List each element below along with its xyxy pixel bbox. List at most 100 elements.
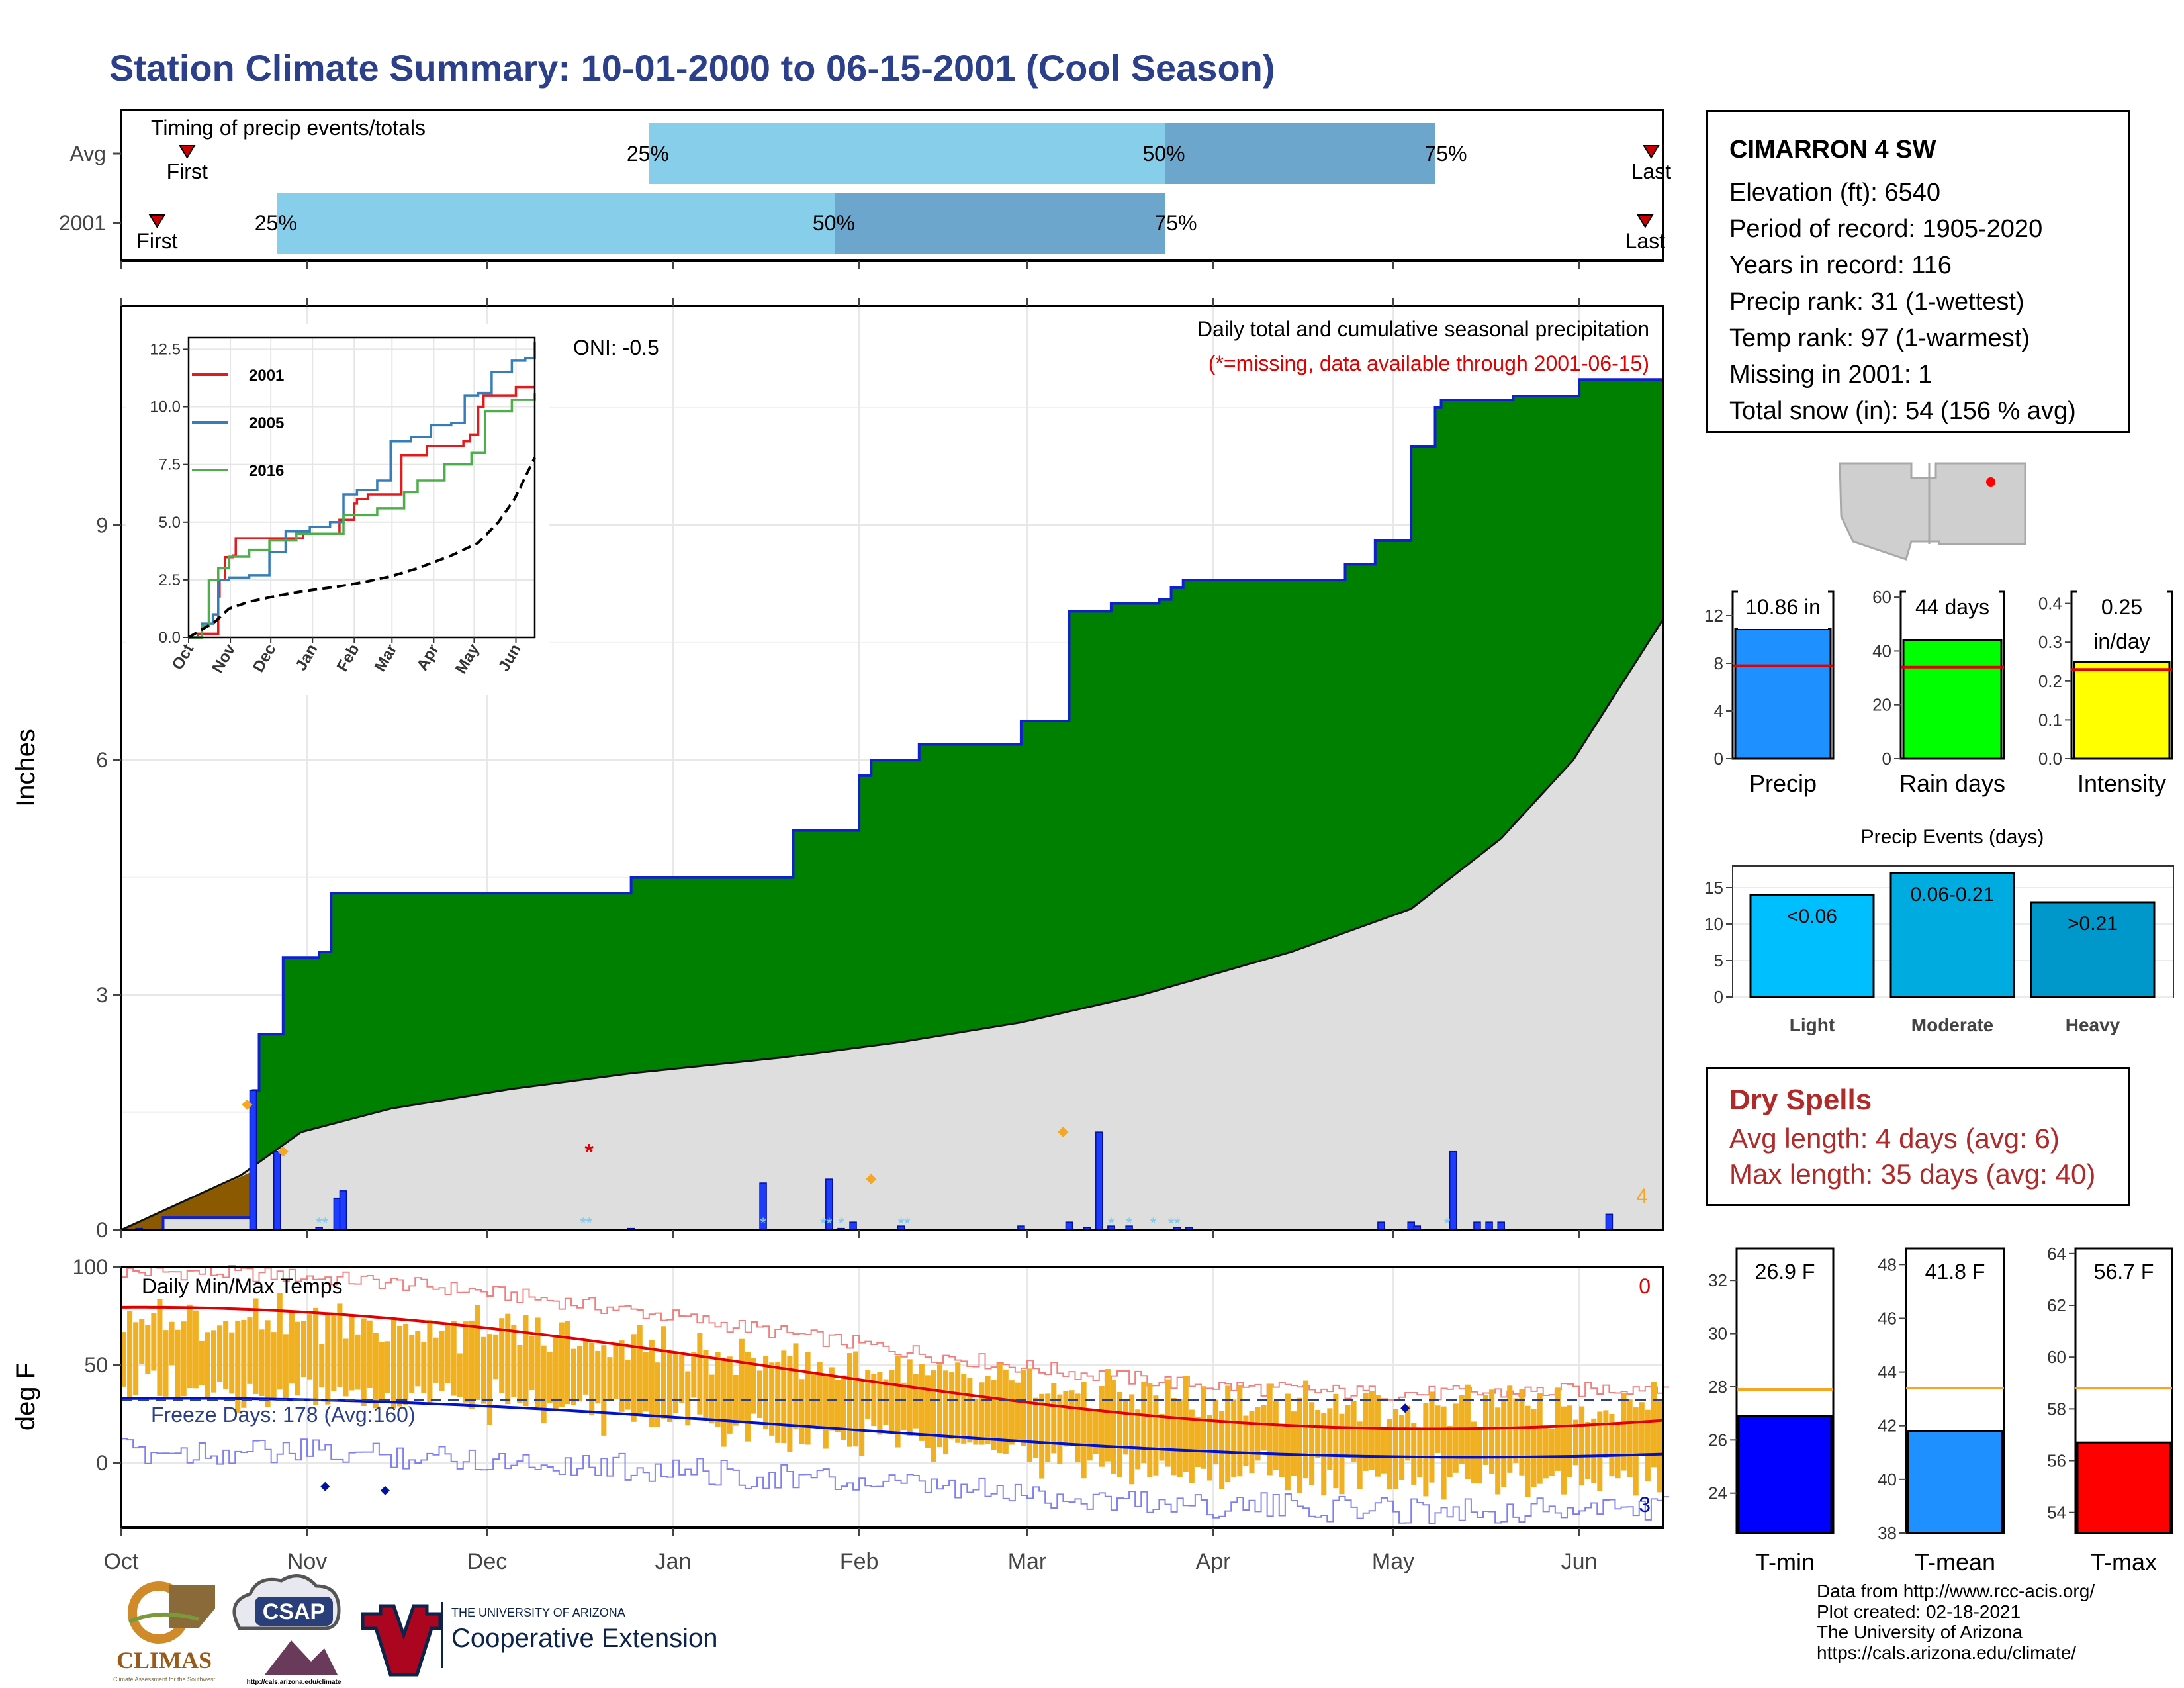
timing-row-label: 2001 [59,211,106,235]
daily-temp-bar [487,1334,493,1425]
snow-marker: * [898,1215,904,1233]
timing-bar-q50-q75 [1165,123,1435,184]
summary-y-tick-label: 12 [1704,606,1723,626]
daily-temp-bar [691,1352,697,1398]
summary-value-label: 10.86 in [1745,595,1821,619]
daily-precip-bar [273,1150,281,1231]
daily-temp-bar [331,1312,337,1391]
daily-temp-bar [1237,1385,1243,1477]
timing-q75-label: 75% [1424,142,1467,165]
temp-summary-y-tick-label: 48 [1878,1254,1897,1274]
temp-summary-y-tick-label: 62 [2047,1295,2066,1315]
daily-temp-bar [889,1370,895,1432]
summary-bar-label: Precip [1749,770,1817,797]
daily-temp-bar [1105,1369,1111,1462]
dry-spells-max: Max length: 35 days (avg: 40) [1729,1158,2096,1190]
csap-logo-text: CSAP [263,1599,325,1624]
daily-temp-bar [793,1343,799,1429]
daily-temp-bar [901,1382,907,1430]
daily-temp-bar [1501,1399,1507,1487]
summary-label-bg [2077,589,2167,653]
daily-temp-bar [1345,1405,1351,1458]
summary-bars: 10.86 in Precip 0 4 8 12 44 days Rain days 0 20 40… [1704,587,2173,797]
daily-temp-bar [1555,1387,1561,1471]
daily-temp-bar [961,1374,967,1444]
daily-temp-bar [1219,1410,1225,1489]
temp-summary-y-tick-label: 32 [1708,1270,1727,1290]
daily-temp-bar [187,1304,193,1389]
daily-temp-bar [829,1367,835,1431]
record-low-line [121,1438,1670,1524]
temp-summary-y-tick-label: 56 [2047,1451,2066,1471]
timing-q50-label: 50% [1143,142,1185,165]
snow-marker: * [838,1215,844,1233]
inset-y-tick-label: 10.0 [150,399,181,416]
daily-temp-bar [1579,1406,1585,1486]
daily-temp-bar [553,1335,559,1410]
inset-y-tick-label: 5.0 [159,514,181,532]
daily-temp-bar [205,1332,210,1399]
missing-marker: * [585,1140,594,1165]
timing-panel: Timing of precip events/totals 25% 50% 75% F… [59,109,1671,269]
daily-temp-bar [1033,1397,1039,1458]
summary-bar [2073,660,2171,760]
daily-temp-bar [409,1335,415,1393]
daily-temp-bar [805,1352,811,1445]
daily-temp-bar [1009,1380,1015,1445]
daily-temp-bar [349,1315,355,1391]
oni-label: ONI: -0.5 [573,336,659,359]
daily-temp-bar [943,1370,949,1455]
daily-temp-bar [559,1322,565,1407]
temp-y-tick-label: 50 [84,1353,108,1377]
month-axis-label: Feb [840,1549,879,1574]
daily-temp-bar [217,1325,223,1382]
daily-temp-bar [493,1334,499,1380]
daily-temp-bar [1519,1389,1525,1476]
daily-temp-bar [1561,1406,1567,1495]
daily-temp-bar [936,1364,943,1448]
month-axis-label: Nov [287,1549,327,1574]
daily-temp-bar [775,1362,781,1443]
daily-temp-bar [895,1355,901,1448]
snow-marker: * [322,1215,328,1233]
month-axis-label: Dec [467,1549,507,1574]
daily-temp-bar [169,1321,175,1366]
daily-temp-bar [1375,1395,1381,1477]
daily-temp-bar [1039,1393,1045,1479]
daily-temp-bar [570,1348,577,1406]
daily-temp-bar [1045,1393,1051,1462]
snow-marker: * [760,1215,766,1233]
daily-temp-bar [1537,1393,1543,1484]
daily-temp-bar [1051,1383,1057,1454]
daily-temp-bar [715,1352,721,1427]
daily-temp-bar [259,1329,265,1397]
daily-temp-bar [1483,1395,1489,1465]
month-axis-label: Mar [1008,1549,1047,1574]
daily-temp-bar [163,1330,169,1397]
daily-temp-bar [1441,1406,1447,1500]
daily-temp-bar [739,1338,745,1423]
daily-temp-bar [1339,1413,1345,1495]
daily-temp-bar [841,1375,847,1440]
daily-temp-bar [325,1315,331,1405]
snow-marker: * [1174,1215,1180,1233]
daily-temp-bar [1507,1385,1513,1473]
daily-temp-bar [1261,1405,1267,1451]
daily-temp-bar [853,1351,859,1447]
daily-temp-bar [523,1315,529,1407]
daily-temp-bar [685,1371,691,1426]
temp-summary-y-tick-label: 28 [1708,1377,1727,1397]
daily-temp-bar [997,1363,1003,1454]
daily-temp-bar [565,1321,570,1405]
daily-temp-bar [469,1320,475,1409]
events-category-label: Moderate [1911,1015,1993,1035]
daily-temp-bar [697,1333,703,1415]
summary-y-tick-label: 40 [1872,641,1891,661]
daily-temp-bar [1645,1409,1651,1482]
summary-y-tick-label: 0.0 [2038,749,2062,769]
inset-y-tick-label: 0.0 [159,629,181,647]
region-map-shape [1839,462,2026,561]
precip-y-tick-label: 6 [96,748,108,772]
